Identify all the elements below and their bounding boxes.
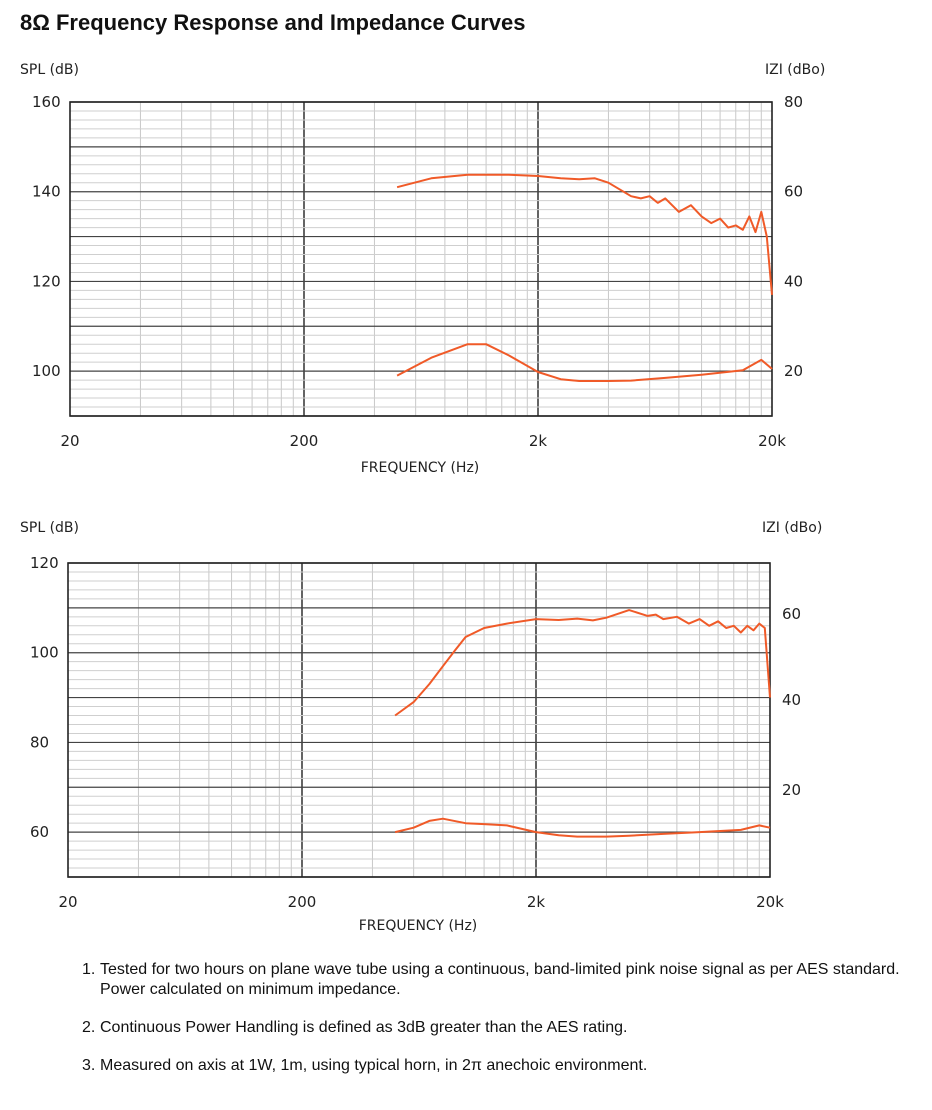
curves	[396, 173, 773, 382]
y-tick-label: 60	[30, 823, 49, 841]
y2-tick-label: 20	[784, 362, 803, 380]
y-tick-label: 140	[32, 183, 61, 201]
y2-tick-label: 20	[782, 781, 801, 799]
y-tick-label: 160	[32, 93, 61, 111]
footnote-item: 1. Tested for two hours on plane wave tub…	[82, 961, 900, 998]
y2-tick-label: 40	[784, 272, 803, 290]
response-curve	[394, 609, 771, 717]
curves	[394, 609, 771, 838]
y-axis-label-right: IZI (dBo)	[765, 62, 825, 78]
x-tick-label: 20	[60, 432, 79, 450]
y-tick-label: 80	[30, 733, 49, 751]
page-title: 8Ω Frequency Response and Impedance Curv…	[20, 10, 526, 35]
y2-tick-label: 40	[782, 691, 801, 709]
ticks: 20 200 2k 20k 120 100 80 60 60 40 20	[30, 554, 801, 911]
frequency-response-chart-1: SPL (dB) IZI (dBo) 20 200 2k 20k 160 140 120 10…	[20, 62, 825, 476]
response-curve	[396, 173, 773, 295]
y-tick-label: 120	[32, 272, 61, 290]
response-curve	[396, 343, 773, 382]
x-axis-label: FREQUENCY (Hz)	[361, 460, 480, 476]
footnote-item: 3. Measured on axis at 1W, 1m, using typi…	[82, 1057, 648, 1074]
x-axis-label: FREQUENCY (Hz)	[359, 918, 478, 934]
y-tick-label: 100	[30, 644, 59, 662]
y2-tick-label: 80	[784, 93, 803, 111]
ticks: 20 200 2k 20k 160 140 120 100 80 60 40 20	[32, 93, 803, 450]
y-axis-label-right: IZI (dBo)	[762, 520, 822, 536]
x-tick-label: 2k	[529, 432, 548, 450]
x-tick-label: 20k	[756, 893, 784, 911]
y2-tick-label: 60	[782, 605, 801, 623]
plot-frame	[67, 562, 771, 878]
response-curve	[394, 817, 771, 838]
footnotes: 1. Tested for two hours on plane wave tub…	[82, 960, 902, 1094]
grid	[69, 101, 773, 417]
footnote-item: 2. Continuous Power Handling is defined a…	[82, 1019, 628, 1036]
y-axis-label-left: SPL (dB)	[20, 520, 79, 536]
plot-frame	[69, 101, 773, 417]
y2-tick-label: 60	[784, 183, 803, 201]
x-tick-label: 200	[290, 432, 319, 450]
y-tick-label: 100	[32, 362, 61, 380]
y-tick-label: 120	[30, 554, 59, 572]
frequency-response-chart-2: SPL (dB) IZI (dBo) 20 200 2k 20k 120 100 80 60 6…	[20, 520, 822, 934]
grid	[67, 562, 771, 878]
x-tick-label: 200	[288, 893, 317, 911]
x-tick-label: 20k	[758, 432, 786, 450]
x-tick-label: 2k	[527, 893, 546, 911]
y-axis-label-left: SPL (dB)	[20, 62, 79, 78]
x-tick-label: 20	[58, 893, 77, 911]
